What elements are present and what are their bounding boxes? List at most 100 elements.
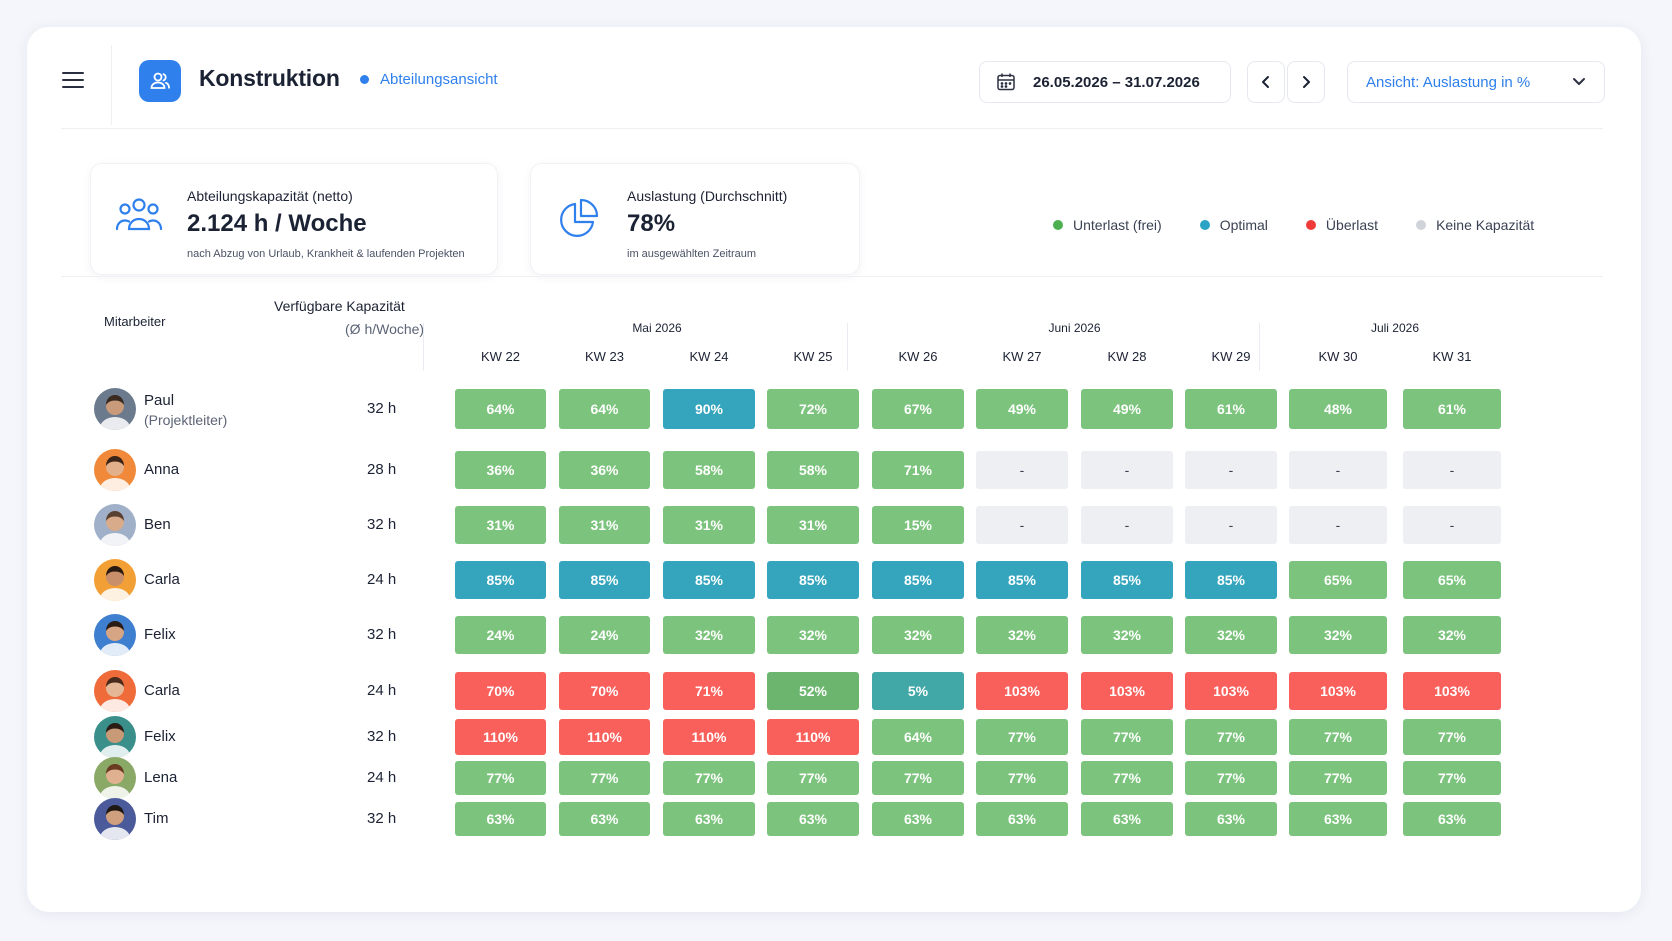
utilization-cell[interactable]: 31% (559, 506, 650, 544)
utilization-cell[interactable]: 85% (976, 561, 1068, 599)
employee-capacity: 32 h (367, 728, 397, 745)
utilization-cell[interactable]: 85% (1081, 561, 1173, 599)
utilization-cell[interactable]: 77% (1081, 719, 1173, 755)
utilization-cell[interactable]: 77% (1289, 761, 1387, 795)
utilization-cell[interactable]: 32% (1289, 616, 1387, 654)
utilization-cell[interactable]: 52% (767, 672, 859, 710)
utilization-cell[interactable]: 103% (976, 672, 1068, 710)
utilization-cell[interactable]: 63% (455, 802, 546, 836)
utilization-cell[interactable]: 77% (1081, 761, 1173, 795)
utilization-cell[interactable]: 77% (976, 761, 1068, 795)
utilization-cell[interactable]: 77% (1403, 761, 1501, 795)
utilization-cell[interactable]: 70% (455, 672, 546, 710)
utilization-cell[interactable]: 31% (455, 506, 546, 544)
utilization-cell[interactable]: 63% (663, 802, 755, 836)
utilization-cell[interactable]: 64% (872, 719, 964, 755)
utilization-cell[interactable]: 110% (663, 719, 755, 755)
utilization-cell[interactable]: 77% (872, 761, 964, 795)
utilization-cell[interactable]: 110% (455, 719, 546, 755)
utilization-cell[interactable]: 63% (872, 802, 964, 836)
utilization-cell[interactable]: 32% (976, 616, 1068, 654)
utilization-cell[interactable]: 71% (663, 672, 755, 710)
utilization-cell[interactable]: 63% (976, 802, 1068, 836)
utilization-cell[interactable]: 77% (663, 761, 755, 795)
utilization-cell[interactable]: 85% (767, 561, 859, 599)
next-period-button[interactable] (1287, 61, 1325, 103)
utilization-cell[interactable]: - (976, 506, 1068, 544)
utilization-cell[interactable]: - (1403, 506, 1501, 544)
utilization-cell[interactable]: - (1289, 506, 1387, 544)
utilization-cell[interactable]: 71% (872, 451, 964, 489)
utilization-cell[interactable]: 110% (559, 719, 650, 755)
utilization-cell[interactable]: 49% (1081, 389, 1173, 429)
utilization-cell[interactable]: 31% (663, 506, 755, 544)
utilization-cell[interactable]: 77% (455, 761, 546, 795)
utilization-cell[interactable]: 65% (1403, 561, 1501, 599)
utilization-cell[interactable]: 32% (663, 616, 755, 654)
utilization-cell[interactable]: 32% (1403, 616, 1501, 654)
utilization-cell[interactable]: 77% (767, 761, 859, 795)
date-range-picker[interactable]: 26.05.2026 – 31.07.2026 (979, 61, 1231, 103)
menu-icon[interactable] (62, 72, 84, 90)
utilization-cell[interactable]: 77% (1289, 719, 1387, 755)
utilization-cell[interactable]: - (1081, 451, 1173, 489)
utilization-cell[interactable]: - (1289, 451, 1387, 489)
utilization-cell[interactable]: 103% (1403, 672, 1501, 710)
utilization-cell[interactable]: 85% (1185, 561, 1277, 599)
utilization-cell[interactable]: 63% (559, 802, 650, 836)
utilization-cell[interactable]: 110% (767, 719, 859, 755)
utilization-cell[interactable]: 58% (663, 451, 755, 489)
utilization-cell[interactable]: 24% (455, 616, 546, 654)
utilization-cell[interactable]: 63% (1289, 802, 1387, 836)
utilization-cell[interactable]: 85% (455, 561, 546, 599)
utilization-cell[interactable]: 90% (663, 389, 755, 429)
utilization-cell[interactable]: 49% (976, 389, 1068, 429)
utilization-cell[interactable]: 24% (559, 616, 650, 654)
employee-capacity: 28 h (367, 461, 397, 478)
utilization-cell[interactable]: 63% (1081, 802, 1173, 836)
utilization-cell[interactable]: 77% (1185, 719, 1277, 755)
utilization-cell[interactable]: 77% (1403, 719, 1501, 755)
utilization-cell[interactable]: - (1403, 451, 1501, 489)
utilization-cell[interactable]: 77% (1185, 761, 1277, 795)
view-mode-select[interactable]: Ansicht: Auslastung in % (1347, 61, 1605, 103)
utilization-cell[interactable]: 5% (872, 672, 964, 710)
utilization-cell[interactable]: 72% (767, 389, 859, 429)
utilization-cell[interactable]: 64% (455, 389, 546, 429)
utilization-cell[interactable]: - (1185, 506, 1277, 544)
utilization-cell[interactable]: 61% (1403, 389, 1501, 429)
utilization-cell[interactable]: 48% (1289, 389, 1387, 429)
utilization-cell[interactable]: 77% (976, 719, 1068, 755)
utilization-cell[interactable]: 85% (559, 561, 650, 599)
utilization-cell[interactable]: 36% (559, 451, 650, 489)
utilization-cell[interactable]: 67% (872, 389, 964, 429)
utilization-cell[interactable]: 15% (872, 506, 964, 544)
utilization-cell[interactable]: - (976, 451, 1068, 489)
utilization-cell[interactable]: - (1185, 451, 1277, 489)
utilization-cell[interactable]: 32% (872, 616, 964, 654)
utilization-cell[interactable]: 77% (559, 761, 650, 795)
utilization-cell[interactable]: 61% (1185, 389, 1277, 429)
utilization-cell[interactable]: 103% (1081, 672, 1173, 710)
utilization-cell[interactable]: 103% (1289, 672, 1387, 710)
utilization-cell[interactable]: 36% (455, 451, 546, 489)
utilization-cell[interactable]: 70% (559, 672, 650, 710)
employee-name: Carla (144, 571, 180, 588)
utilization-cell[interactable]: 63% (767, 802, 859, 836)
utilization-cell[interactable]: 65% (1289, 561, 1387, 599)
utilization-cell[interactable]: 63% (1403, 802, 1501, 836)
view-indicator[interactable]: Abteilungsansicht (360, 71, 498, 88)
week-header: KW 29 (1211, 349, 1251, 364)
prev-period-button[interactable] (1247, 61, 1285, 103)
utilization-cell[interactable]: 85% (663, 561, 755, 599)
utilization-cell[interactable]: 32% (1185, 616, 1277, 654)
utilization-cell[interactable]: 64% (559, 389, 650, 429)
utilization-cell[interactable]: 85% (872, 561, 964, 599)
utilization-cell[interactable]: - (1081, 506, 1173, 544)
utilization-cell[interactable]: 32% (767, 616, 859, 654)
utilization-cell[interactable]: 63% (1185, 802, 1277, 836)
utilization-cell[interactable]: 103% (1185, 672, 1277, 710)
utilization-cell[interactable]: 31% (767, 506, 859, 544)
utilization-cell[interactable]: 32% (1081, 616, 1173, 654)
utilization-cell[interactable]: 58% (767, 451, 859, 489)
